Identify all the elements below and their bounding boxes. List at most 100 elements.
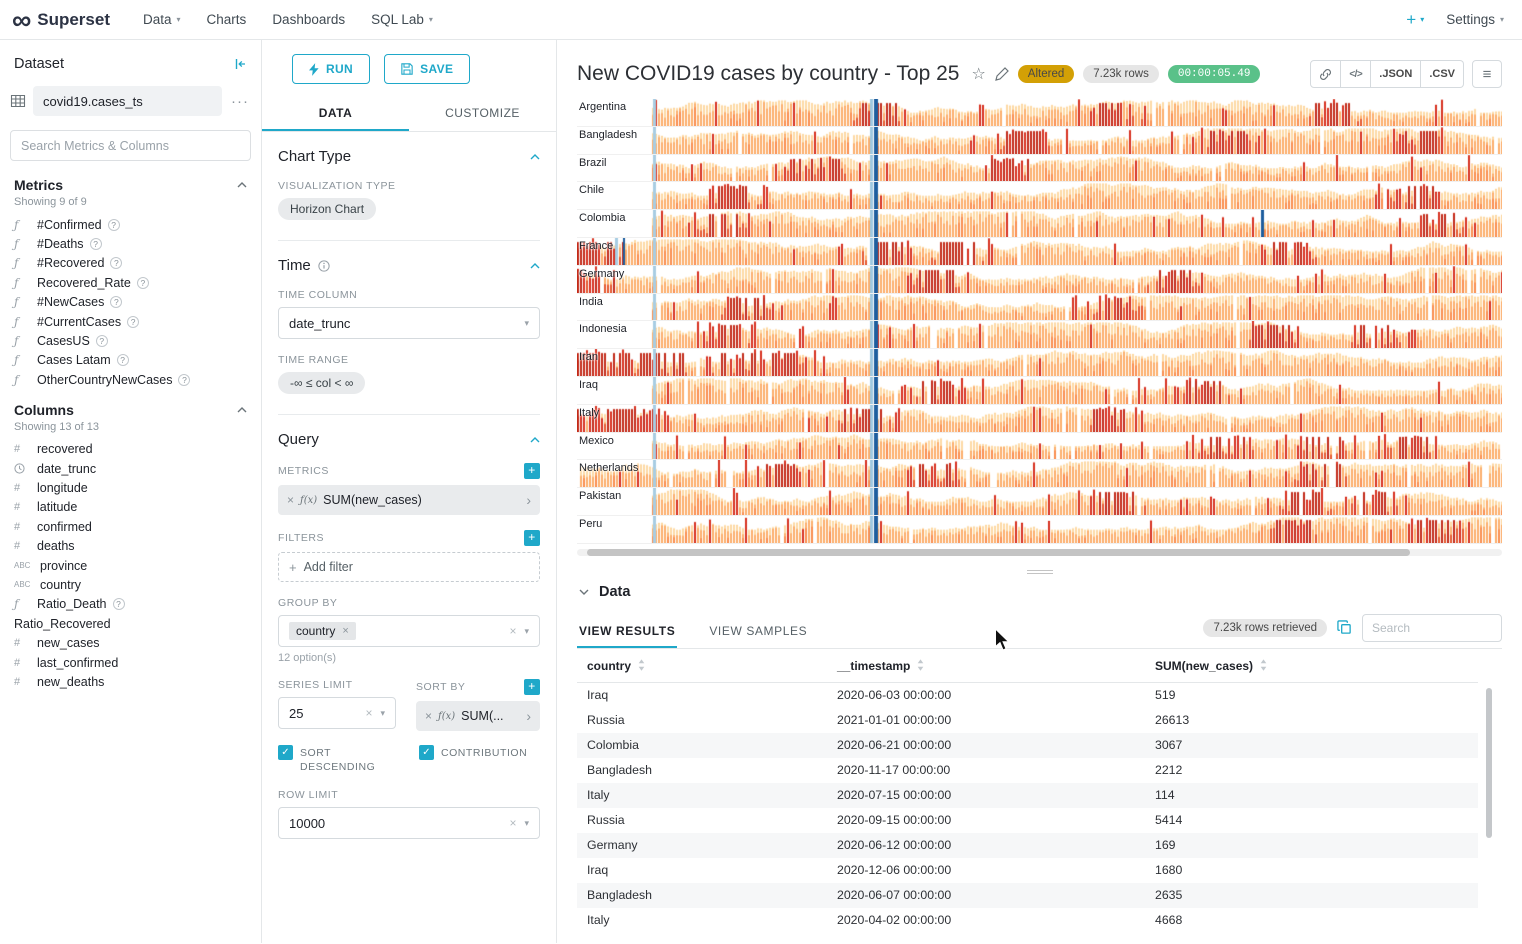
sort-descending-checkbox[interactable]: ✓ SORT DESCENDING <box>278 745 399 774</box>
column-item[interactable]: # new_deaths <box>0 672 261 691</box>
metrics-section-header[interactable]: Metrics <box>0 177 261 193</box>
embed-code-button[interactable]: </> <box>1341 60 1372 88</box>
help-icon[interactable]: ? <box>107 218 120 231</box>
help-icon[interactable]: ? <box>112 598 125 611</box>
horizon-series-canvas[interactable] <box>577 515 1502 543</box>
column-item[interactable]: # confirmed <box>0 517 261 536</box>
time-range-pill[interactable]: -∞ ≤ col < ∞ <box>278 372 366 394</box>
clear-icon[interactable]: × <box>509 816 517 831</box>
sort-by-pill[interactable]: × ƒ(x) SUM(... › <box>416 701 540 731</box>
column-item[interactable]: # longitude <box>0 478 261 497</box>
new-dropdown[interactable]: + ▾ <box>1406 10 1424 30</box>
column-item[interactable]: # last_confirmed <box>0 653 261 672</box>
add-sort-by-button[interactable]: + <box>524 679 540 695</box>
export-csv-button[interactable]: .CSV <box>1421 60 1464 88</box>
column-item[interactable]: # deaths <box>0 536 261 555</box>
results-row[interactable]: Iraq 2020-06-03 00:00:00 519 <box>577 682 1478 708</box>
results-row[interactable]: Bangladesh 2020-11-17 00:00:00 2212 <box>577 758 1478 783</box>
nav-item-data[interactable]: Data ▾ <box>130 0 194 40</box>
results-column-header[interactable]: country <box>577 650 827 683</box>
caret-right-icon[interactable]: › <box>526 708 531 724</box>
run-button[interactable]: RUN <box>292 54 371 84</box>
horizon-series-canvas[interactable] <box>577 293 1502 321</box>
metric-item[interactable]: ƒ OtherCountryNewCases? <box>0 370 261 389</box>
group-by-select[interactable]: country × × ▾ <box>278 615 540 647</box>
column-item[interactable]: # new_cases <box>0 633 261 652</box>
caret-right-icon[interactable]: › <box>526 492 531 508</box>
horizon-series-canvas[interactable] <box>577 126 1502 154</box>
metric-pill[interactable]: × ƒ(x) SUM(new_cases) › <box>278 485 540 515</box>
add-filter-button[interactable]: + Add filter <box>278 552 540 582</box>
visualization-type-pill[interactable]: Horizon Chart <box>278 198 377 220</box>
column-item[interactable]: ABC province <box>0 556 261 575</box>
horizon-series-canvas[interactable] <box>577 488 1502 515</box>
add-filter-plus-button[interactable]: + <box>524 530 540 546</box>
clear-icon[interactable]: × <box>509 624 517 638</box>
help-icon[interactable]: ? <box>136 276 149 289</box>
help-icon[interactable]: ? <box>110 257 123 270</box>
horizon-series-canvas[interactable] <box>577 210 1502 237</box>
results-row[interactable]: Colombia 2020-06-21 00:00:00 3067 <box>577 732 1478 758</box>
horizon-series-canvas[interactable] <box>577 265 1502 293</box>
add-metric-button[interactable]: + <box>524 463 540 479</box>
metric-item[interactable]: ƒ #CurrentCases? <box>0 312 261 331</box>
chart-menu-button[interactable]: ≡ <box>1472 60 1502 88</box>
tab-view-samples[interactable]: VIEW SAMPLES <box>709 623 808 638</box>
help-icon[interactable]: ? <box>127 315 140 328</box>
horizon-series-canvas[interactable] <box>577 376 1502 404</box>
help-icon[interactable]: ? <box>178 373 191 386</box>
row-limit-select[interactable]: 10000 × ▾ <box>278 807 540 840</box>
vertical-scrollbar-thumb[interactable] <box>1486 688 1492 838</box>
sort-icon[interactable] <box>638 659 645 674</box>
time-section-header[interactable]: Time <box>278 257 540 274</box>
metric-item[interactable]: ƒ #Recovered? <box>0 254 261 273</box>
results-row[interactable]: Russia 2021-01-01 00:00:00 26613 <box>577 708 1478 733</box>
clear-icon[interactable]: × <box>365 706 373 720</box>
horizon-series-canvas[interactable] <box>577 460 1502 488</box>
horizon-series-canvas[interactable] <box>577 321 1502 349</box>
results-search-input[interactable] <box>1362 613 1502 642</box>
columns-section-header[interactable]: Columns <box>0 402 261 418</box>
column-item[interactable]: # latitude <box>0 498 261 517</box>
results-row[interactable]: Russia 2020-09-15 00:00:00 5414 <box>577 808 1478 833</box>
help-icon[interactable]: ? <box>95 335 108 348</box>
results-column-header[interactable]: __timestamp <box>827 650 1145 683</box>
copy-icon[interactable] <box>1337 620 1352 635</box>
more-options-icon[interactable]: ··· <box>231 92 249 110</box>
results-row[interactable]: Italy 2020-07-15 00:00:00 114 <box>577 782 1478 808</box>
save-button[interactable]: SAVE <box>384 54 471 84</box>
nav-item-charts[interactable]: Charts <box>194 0 260 40</box>
horizon-series-canvas[interactable] <box>577 154 1502 182</box>
column-item[interactable]: # recovered <box>0 440 261 459</box>
tab-customize[interactable]: CUSTOMIZE <box>445 106 520 120</box>
results-column-header[interactable]: SUM(new_cases) <box>1145 650 1478 683</box>
metric-item[interactable]: ƒ CasesUS? <box>0 331 261 350</box>
edit-pencil-icon[interactable] <box>994 67 1009 81</box>
column-item[interactable]: Ratio_Recovered <box>0 614 261 633</box>
column-item[interactable]: date_trunc <box>0 459 261 478</box>
results-row[interactable]: Iraq 2020-12-06 00:00:00 1680 <box>577 858 1478 883</box>
horizon-series-canvas[interactable] <box>577 99 1502 126</box>
time-column-select[interactable]: date_trunc ▾ <box>278 307 540 339</box>
help-icon[interactable]: ? <box>116 354 129 367</box>
remove-icon[interactable]: × <box>425 709 433 723</box>
metric-item[interactable]: ƒ #NewCases? <box>0 293 261 312</box>
star-icon[interactable]: ☆ <box>971 66 986 83</box>
results-row[interactable]: Italy 2020-04-02 00:00:00 4668 <box>577 908 1478 933</box>
collapse-left-icon[interactable] <box>233 57 247 71</box>
horizon-series-canvas[interactable] <box>577 404 1502 432</box>
altered-badge[interactable]: Altered <box>1017 65 1075 83</box>
share-link-button[interactable] <box>1310 60 1342 88</box>
sort-icon[interactable] <box>917 659 924 674</box>
remove-icon[interactable]: × <box>287 493 295 507</box>
column-item[interactable]: ƒ Ratio_Death? <box>0 595 261 614</box>
help-icon[interactable]: ? <box>89 238 102 251</box>
horizon-series-canvas[interactable] <box>577 349 1502 376</box>
panel-resize-handle[interactable] <box>577 564 1502 580</box>
tab-view-results[interactable]: VIEW RESULTS <box>577 614 678 648</box>
column-item[interactable]: ABC country <box>0 575 261 594</box>
dataset-selector[interactable]: covid19.cases_ts <box>33 86 222 116</box>
results-row[interactable]: Bangladesh 2020-06-07 00:00:00 2635 <box>577 882 1478 908</box>
results-row[interactable]: Germany 2020-06-12 00:00:00 169 <box>577 832 1478 858</box>
contribution-checkbox[interactable]: ✓ CONTRIBUTION <box>419 745 540 760</box>
